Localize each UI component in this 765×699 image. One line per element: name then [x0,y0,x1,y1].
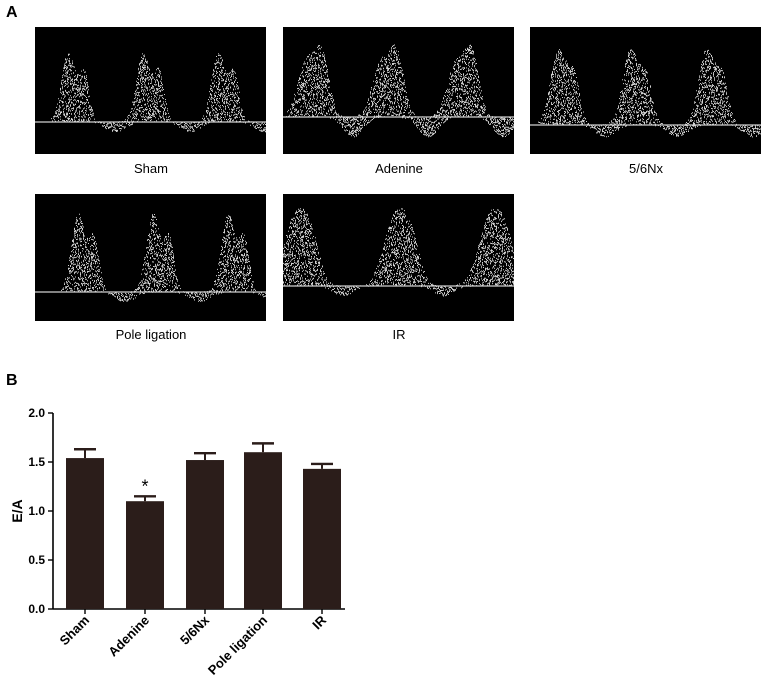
doppler-image-pole-ligation [35,194,266,321]
x-tick-label-2: 5/6Nx [177,612,213,648]
x-tick-label-1: Adenine [105,613,152,660]
doppler-image-sham [35,27,266,154]
doppler-signal [61,213,266,302]
bar-0 [66,458,104,609]
doppler-trace [35,213,266,302]
doppler-label-56nx: 5/6Nx [629,161,663,176]
y-tick-label: 1.0 [28,504,45,518]
x-tick-label-3: Pole ligation [205,612,270,677]
doppler-label-sham: Sham [134,161,168,176]
y-tick-label: 0.0 [28,602,45,616]
x-tick-label-0: Sham [56,613,92,649]
y-tick-label: 1.5 [28,455,45,469]
doppler-label-adenine: Adenine [375,161,423,176]
doppler-image-adenine [283,27,514,154]
doppler-signal [283,208,514,297]
bar-3 [244,452,282,609]
x-tick-label-4: IR [309,612,329,632]
doppler-label-pole-ligation: Pole ligation [115,327,187,342]
doppler-trace [283,208,514,297]
doppler-trace [35,53,266,133]
doppler-signal [538,49,761,138]
y-axis-label: E/A [9,499,25,522]
doppler-signal [285,44,514,138]
bar-2 [186,460,224,609]
y-tick-label: 2.0 [28,406,45,420]
doppler-signal [51,53,266,133]
bar-4 [303,468,341,609]
bar-1 [126,501,164,609]
panel-a-letter: A [6,4,18,21]
doppler-trace [530,49,761,138]
panel-b-letter: B [6,372,18,389]
doppler-image-ir [283,194,514,321]
doppler-trace [283,44,514,138]
ea-bar-chart: 0.0 0.5 1.0 1.5 2.0 E/A Sham Adenine * 5/6NxPole … [9,406,345,678]
doppler-image-56nx [530,27,761,154]
doppler-label-ir: IR [392,327,406,342]
significance-marker-1: * [141,476,148,496]
y-tick-label: 0.5 [28,553,45,567]
